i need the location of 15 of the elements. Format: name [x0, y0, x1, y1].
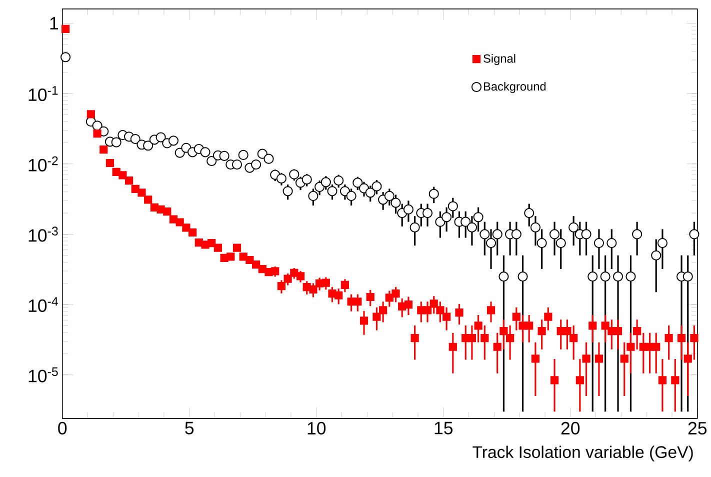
y-tick-label: 10$^{-4}$	[28, 296, 58, 312]
x-tick-label: 20	[561, 422, 580, 434]
legend-label: Signal	[484, 54, 516, 65]
y-tick-label: 10$^{-5}$	[28, 367, 58, 382]
y-tick-label: 10$^{-2}$	[28, 156, 58, 172]
y-tick-label: 10$^{-3}$	[28, 226, 58, 242]
x-axis-title: Track Isolation variable (GeV)	[472, 446, 693, 462]
legend-label: Background	[484, 82, 546, 93]
y-tick-label: 1	[50, 17, 58, 30]
x-tick-label: 25	[688, 422, 707, 434]
x-tick-label: 0	[58, 422, 67, 434]
x-tick-label: 15	[434, 422, 453, 434]
y-tick-label: 10$^{-1}$	[28, 86, 58, 101]
x-tick-label: 10	[308, 422, 326, 434]
x-tick-label: 5	[185, 422, 194, 434]
